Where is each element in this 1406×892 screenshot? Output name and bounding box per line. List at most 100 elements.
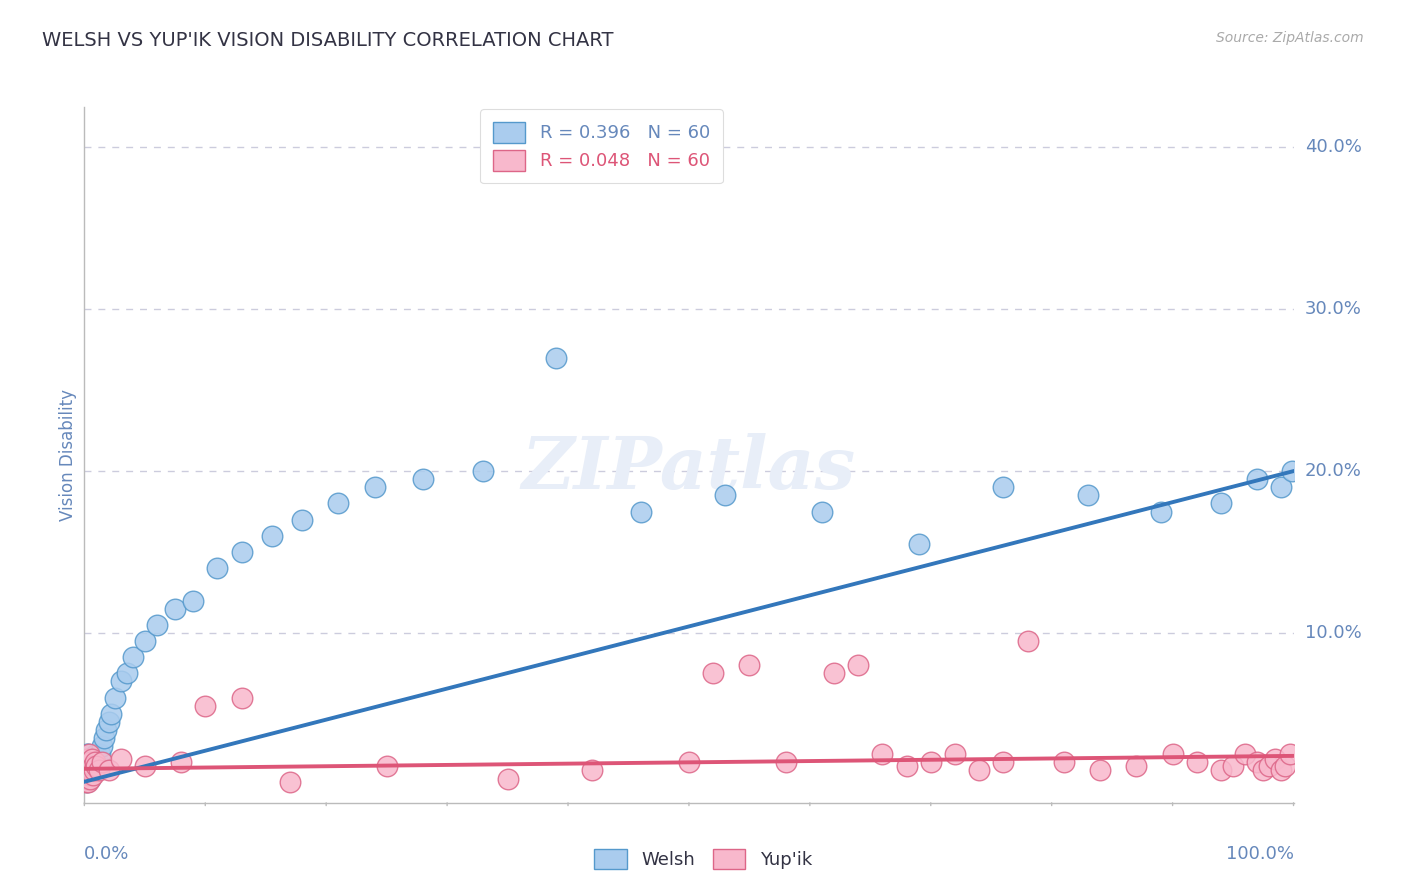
Point: [943, 747, 966, 762]
Point: [87, 764, 110, 778]
Point: [79, 772, 101, 786]
Point: [170, 756, 193, 770]
Point: [83, 764, 105, 778]
Y-axis label: Vision Disability: Vision Disability: [59, 389, 77, 521]
Point: [163, 601, 186, 615]
Point: [76, 747, 98, 762]
Point: [1246, 472, 1268, 486]
Point: [91, 739, 114, 754]
Point: [1281, 464, 1303, 478]
Point: [993, 756, 1015, 770]
Point: [80, 758, 103, 772]
Point: [77, 747, 100, 762]
Point: [76, 768, 98, 782]
Point: [79, 772, 101, 786]
Point: [77, 756, 100, 770]
Point: [1088, 764, 1111, 778]
Point: [993, 480, 1015, 494]
Point: [1209, 496, 1232, 510]
Point: [91, 756, 114, 770]
Point: [79, 756, 101, 770]
Point: [80, 764, 103, 778]
Point: [77, 758, 100, 772]
Point: [77, 764, 100, 778]
Point: [76, 774, 98, 789]
Point: [86, 747, 108, 762]
Point: [1270, 480, 1292, 494]
Point: [907, 537, 929, 551]
Point: [278, 774, 301, 789]
Point: [194, 698, 217, 713]
Point: [1251, 764, 1274, 778]
Point: [811, 504, 834, 518]
Point: [82, 768, 104, 782]
Text: 10.0%: 10.0%: [1305, 624, 1361, 642]
Text: 100.0%: 100.0%: [1226, 845, 1294, 863]
Point: [920, 756, 942, 770]
Point: [630, 504, 652, 518]
Point: [581, 764, 603, 778]
Point: [1053, 756, 1076, 770]
Point: [77, 758, 100, 772]
Point: [328, 496, 350, 510]
Point: [146, 617, 169, 632]
Point: [823, 666, 845, 681]
Point: [363, 480, 385, 494]
Point: [1017, 634, 1039, 648]
Point: [1270, 764, 1292, 778]
Text: 20.0%: 20.0%: [1305, 462, 1361, 480]
Point: [97, 714, 120, 729]
Point: [472, 464, 495, 478]
Point: [79, 756, 101, 770]
Point: [84, 756, 107, 770]
Point: [846, 658, 869, 673]
Point: [181, 593, 204, 607]
Point: [134, 634, 156, 648]
Point: [1222, 758, 1244, 772]
Text: Source: ZipAtlas.com: Source: ZipAtlas.com: [1216, 31, 1364, 45]
Point: [77, 772, 100, 786]
Point: [76, 758, 98, 772]
Point: [896, 758, 918, 772]
Point: [1161, 747, 1184, 762]
Text: 30.0%: 30.0%: [1305, 301, 1361, 318]
Point: [77, 768, 100, 782]
Point: [1258, 758, 1281, 772]
Point: [77, 756, 100, 770]
Point: [714, 488, 737, 502]
Point: [1149, 504, 1171, 518]
Legend: R = 0.396   N = 60, R = 0.048   N = 60: R = 0.396 N = 60, R = 0.048 N = 60: [481, 109, 723, 184]
Point: [110, 674, 132, 689]
Point: [77, 764, 100, 778]
Point: [260, 529, 283, 543]
Point: [967, 764, 990, 778]
Point: [412, 472, 434, 486]
Point: [231, 545, 253, 559]
Point: [77, 747, 100, 762]
Point: [76, 772, 98, 786]
Point: [77, 768, 100, 782]
Point: [1077, 488, 1099, 502]
Point: [75, 774, 97, 789]
Point: [115, 666, 138, 681]
Point: [496, 772, 519, 786]
Point: [544, 351, 567, 365]
Text: WELSH VS YUP'IK VISION DISABILITY CORRELATION CHART: WELSH VS YUP'IK VISION DISABILITY CORREL…: [42, 31, 613, 50]
Point: [77, 752, 100, 766]
Text: 40.0%: 40.0%: [1305, 138, 1361, 156]
Point: [1264, 752, 1286, 766]
Point: [231, 690, 253, 705]
Point: [83, 758, 105, 772]
Point: [1234, 747, 1257, 762]
Point: [75, 772, 97, 786]
Text: ZIPatlas: ZIPatlas: [522, 434, 856, 504]
Point: [702, 666, 724, 681]
Point: [82, 764, 104, 778]
Point: [121, 650, 143, 665]
Point: [77, 774, 100, 789]
Point: [1209, 764, 1232, 778]
Point: [82, 756, 104, 770]
Legend: Welsh, Yup'ik: Welsh, Yup'ik: [585, 839, 821, 879]
Point: [291, 513, 314, 527]
Point: [207, 561, 229, 575]
